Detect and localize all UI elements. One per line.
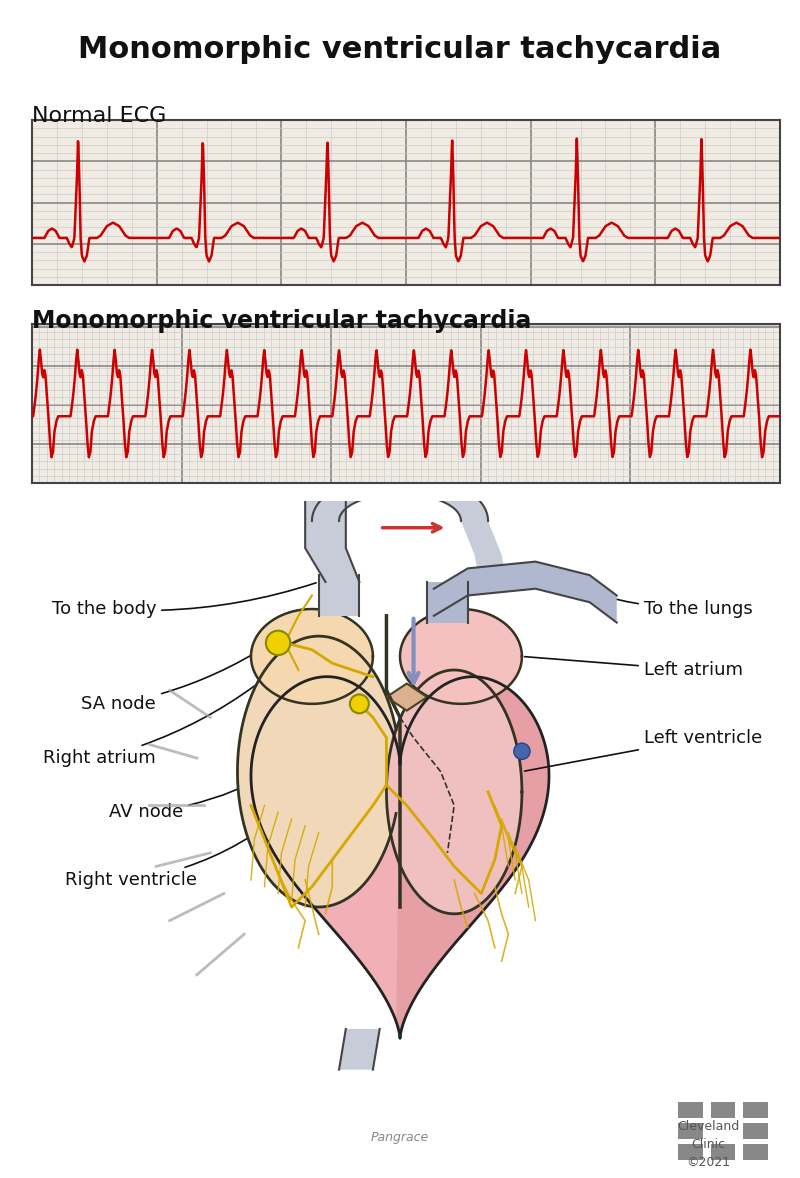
FancyBboxPatch shape — [710, 1144, 735, 1160]
Text: Monomorphic ventricular tachycardia: Monomorphic ventricular tachycardia — [78, 35, 722, 65]
FancyBboxPatch shape — [743, 1144, 768, 1160]
Circle shape — [350, 694, 369, 714]
Text: Left ventricle: Left ventricle — [525, 729, 762, 772]
Polygon shape — [318, 575, 359, 616]
Text: Cleveland
Clinic
©2021: Cleveland Clinic ©2021 — [677, 1119, 739, 1169]
Polygon shape — [238, 636, 396, 907]
Text: AV node: AV node — [109, 706, 350, 821]
Text: Left atrium: Left atrium — [525, 656, 743, 679]
Text: SA node: SA node — [82, 644, 269, 713]
Polygon shape — [396, 676, 549, 1038]
FancyBboxPatch shape — [678, 1144, 702, 1160]
Polygon shape — [305, 501, 359, 582]
FancyBboxPatch shape — [743, 1123, 768, 1139]
Text: Pangrace: Pangrace — [371, 1131, 429, 1144]
Text: Monomorphic ventricular tachycardia: Monomorphic ventricular tachycardia — [32, 309, 531, 332]
Text: To the lungs: To the lungs — [545, 576, 753, 618]
Text: Right ventricle: Right ventricle — [65, 807, 290, 889]
Circle shape — [266, 630, 290, 655]
Polygon shape — [386, 670, 522, 914]
Text: Right atrium: Right atrium — [43, 686, 255, 767]
Polygon shape — [251, 609, 373, 703]
Polygon shape — [400, 609, 522, 703]
FancyBboxPatch shape — [678, 1123, 702, 1139]
Polygon shape — [461, 521, 508, 589]
Polygon shape — [386, 683, 427, 710]
FancyBboxPatch shape — [710, 1101, 735, 1118]
Polygon shape — [339, 1030, 380, 1070]
Text: Normal ECG: Normal ECG — [32, 106, 166, 126]
Text: To the body: To the body — [51, 583, 316, 618]
FancyBboxPatch shape — [743, 1101, 768, 1118]
Polygon shape — [251, 676, 549, 1038]
Polygon shape — [427, 582, 468, 623]
Polygon shape — [434, 562, 617, 623]
Polygon shape — [312, 474, 488, 521]
FancyBboxPatch shape — [678, 1101, 702, 1118]
Circle shape — [514, 743, 530, 760]
